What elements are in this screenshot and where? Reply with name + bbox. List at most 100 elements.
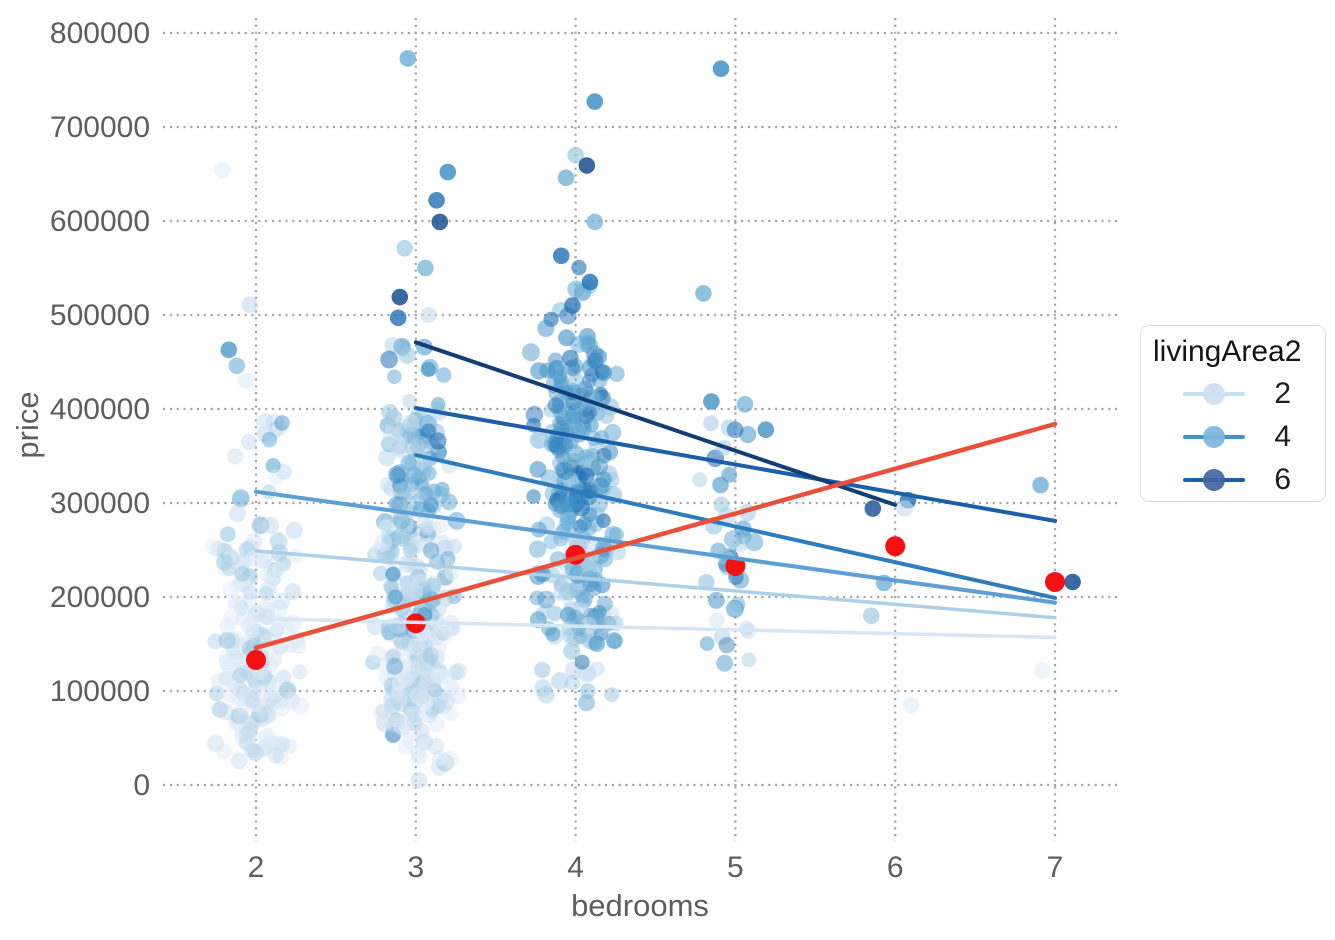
regression-line-livingArea2=2 bbox=[254, 549, 1057, 620]
scatter-point bbox=[410, 660, 428, 677]
scatter-point bbox=[529, 431, 548, 449]
scatter-point bbox=[584, 417, 599, 433]
scatter-point bbox=[404, 426, 420, 443]
scatter-point bbox=[442, 706, 458, 722]
y-tick-label: 500000 bbox=[50, 299, 150, 332]
scatter-point bbox=[569, 494, 584, 510]
scatter-point bbox=[558, 582, 577, 601]
mean-point bbox=[725, 555, 746, 576]
scatter-point bbox=[564, 561, 582, 578]
scatter-point bbox=[596, 447, 612, 464]
scatter-point bbox=[546, 627, 564, 645]
scatter-point bbox=[218, 631, 236, 650]
scatter-point bbox=[557, 169, 575, 187]
scatter-point bbox=[433, 517, 450, 534]
x-tick-label: 6 bbox=[887, 851, 904, 884]
scatter-point bbox=[408, 438, 426, 456]
scatter-point bbox=[716, 654, 734, 672]
regression-line-overall bbox=[253, 421, 1058, 651]
scatter-point bbox=[607, 615, 624, 632]
legend-entry-2: 2 bbox=[1141, 372, 1325, 415]
scatter-point bbox=[234, 566, 251, 582]
x-tick-label: 3 bbox=[407, 851, 424, 884]
scatter-point bbox=[718, 637, 735, 654]
scatter-point bbox=[244, 742, 260, 758]
y-tick-label: 300000 bbox=[50, 487, 150, 520]
scatter-point bbox=[537, 319, 555, 337]
scatter-point bbox=[584, 367, 600, 383]
scatter-point bbox=[398, 740, 414, 756]
scatter-point bbox=[712, 476, 729, 494]
mean-point bbox=[885, 536, 906, 557]
scatter-point bbox=[539, 362, 556, 379]
scatter-point bbox=[223, 548, 239, 565]
scatter-point bbox=[422, 646, 440, 664]
scatter-point bbox=[552, 496, 571, 515]
scatter-point bbox=[529, 461, 547, 478]
scatter-point bbox=[410, 744, 426, 760]
scatter-point bbox=[413, 688, 430, 705]
scatter-point bbox=[430, 667, 447, 684]
scatter-point bbox=[528, 540, 547, 558]
scatter-point bbox=[230, 707, 247, 724]
scatter-point bbox=[207, 735, 224, 752]
x-tick-label: 7 bbox=[1047, 851, 1064, 884]
scatter-point bbox=[389, 435, 406, 452]
scatter-point bbox=[741, 652, 757, 668]
scatter-point bbox=[378, 519, 395, 536]
scatter-point bbox=[391, 676, 407, 691]
scatter-point bbox=[1033, 662, 1051, 679]
scatter-point bbox=[209, 540, 226, 557]
mean-point bbox=[246, 649, 266, 670]
scatter-point bbox=[543, 534, 559, 550]
scatter-point bbox=[237, 688, 256, 706]
scatter-point bbox=[534, 679, 552, 697]
scatter-point bbox=[373, 565, 389, 582]
scatter-point bbox=[208, 685, 225, 702]
scatter-point bbox=[703, 393, 720, 410]
scatter-point bbox=[599, 408, 614, 424]
scatter-point bbox=[375, 703, 391, 718]
scatter-point bbox=[545, 626, 561, 642]
scatter-point bbox=[278, 619, 295, 636]
scatter-point bbox=[745, 533, 764, 552]
scatter-point bbox=[604, 687, 620, 703]
scatter-point bbox=[380, 619, 397, 637]
scatter-point bbox=[385, 566, 401, 582]
scatter-point bbox=[404, 706, 420, 721]
scatter-point bbox=[731, 534, 750, 552]
scatter-point bbox=[713, 628, 731, 646]
gridlines bbox=[163, 18, 1118, 841]
regression-lines bbox=[253, 340, 1058, 651]
scatter-point bbox=[440, 493, 458, 511]
scatter-point bbox=[526, 489, 541, 504]
scatter-point bbox=[552, 397, 570, 415]
scatter-point bbox=[608, 365, 625, 382]
scatter-point bbox=[420, 361, 436, 377]
scatter-point bbox=[558, 329, 576, 347]
x-tick-label: 4 bbox=[567, 851, 584, 884]
scatter-point bbox=[438, 692, 456, 710]
scatter-point bbox=[1032, 476, 1049, 494]
scatter-point bbox=[265, 458, 281, 474]
scatter-point bbox=[276, 669, 291, 685]
scatter-point bbox=[396, 240, 413, 257]
scatter-point bbox=[586, 213, 604, 231]
scatter-point bbox=[216, 554, 233, 571]
scatter-point bbox=[394, 480, 410, 496]
scatter-point bbox=[210, 673, 226, 689]
scatter-point bbox=[284, 583, 302, 600]
scatter-point bbox=[563, 642, 581, 660]
scatter-point bbox=[521, 343, 540, 362]
scatter-point bbox=[439, 163, 457, 181]
regression-line-livingArea2=4 bbox=[413, 453, 1057, 600]
y-axis-ticks: 0 100000 200000 300000 400000 500000 600000 700… bbox=[50, 17, 150, 802]
scatter-point bbox=[586, 580, 602, 597]
scatter-point bbox=[242, 584, 259, 600]
y-axis-title: price bbox=[10, 391, 45, 458]
scatter-point bbox=[736, 396, 754, 413]
scatter-point bbox=[240, 433, 258, 451]
scatter-point bbox=[567, 280, 585, 299]
scatter-point bbox=[597, 551, 614, 568]
